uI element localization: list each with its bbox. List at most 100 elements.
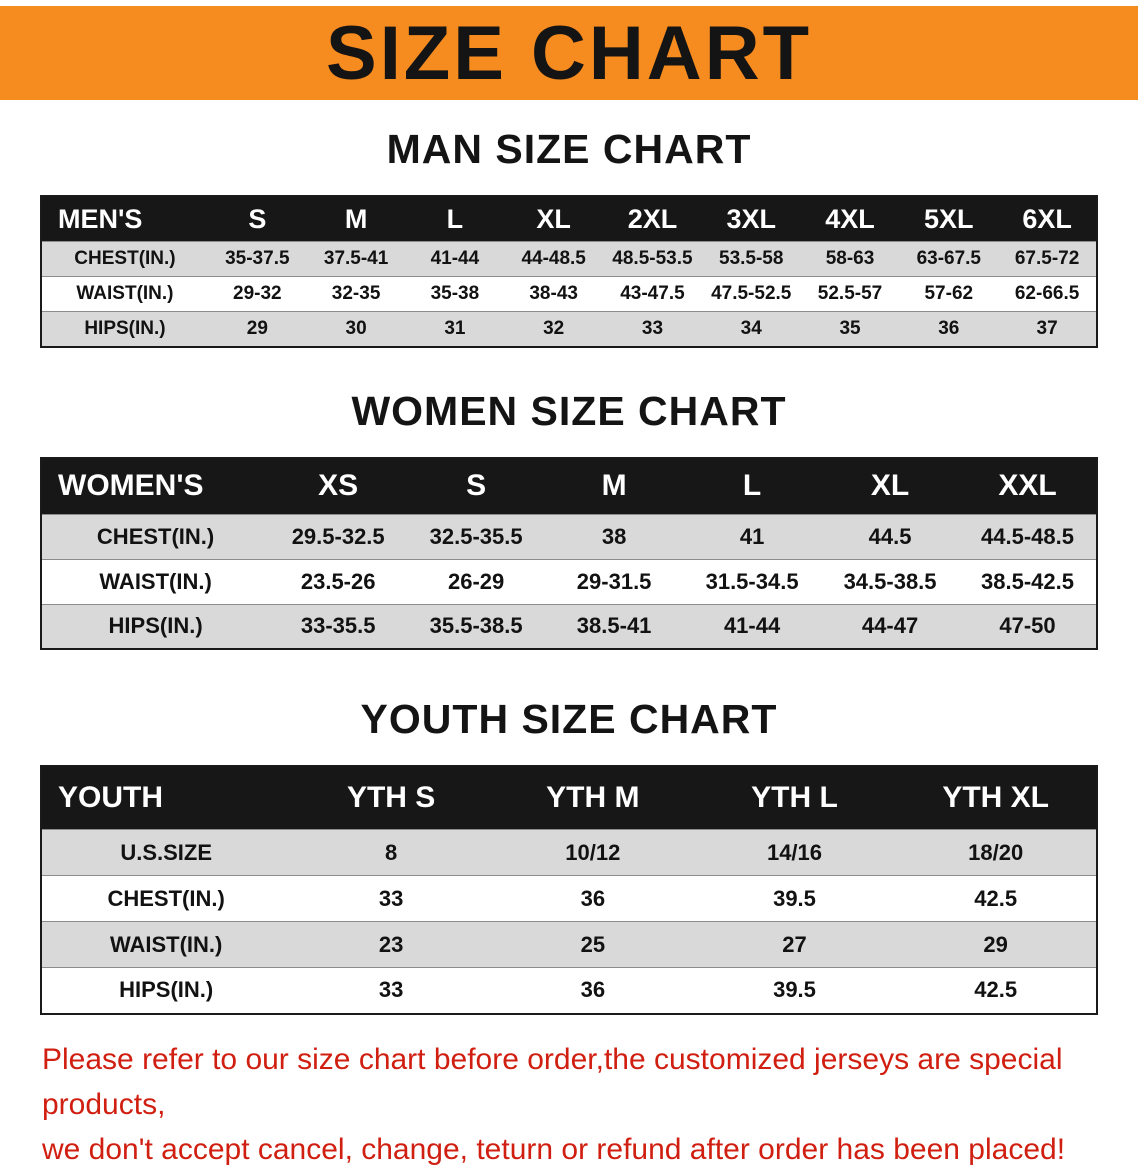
measurement-value: 35 <box>839 317 861 339</box>
measurement-label: CHEST(IN.) <box>107 885 225 911</box>
measurement-value: 36 <box>580 977 606 1003</box>
measurement-label: HIPS(IN.) <box>84 317 166 339</box>
size-column-header: YTH L <box>693 766 896 830</box>
measurement-label: U.S.SIZE <box>120 839 212 865</box>
measurement-value: 63-67.5 <box>916 248 982 269</box>
measurement-value: 47-50 <box>999 613 1056 639</box>
measurement-value: 37 <box>1036 317 1058 339</box>
measurement-value: 53.5-58 <box>719 248 784 269</box>
size-chart-page: SIZE CHART MAN SIZE CHART MEN'S S M L XL 2XL 3… <box>0 6 1138 1166</box>
measurement-value: 35-38 <box>430 283 480 304</box>
measurement-value: 38.5-42.5 <box>981 568 1074 594</box>
youth-section-heading: YOUTH SIZE CHART <box>360 696 778 742</box>
measurement-label: HIPS(IN.) <box>108 613 203 639</box>
measurement-value: 10/12 <box>565 839 621 865</box>
youth-size-table: YOUTH YTH S YTH M YTH L YTH XL U.S.SIZE 8 10/12… <box>40 765 1098 1015</box>
measurement-value: 33 <box>641 317 664 339</box>
measurement-value: 39.5 <box>773 885 816 911</box>
measurement-value: 23.5-26 <box>300 568 376 594</box>
women-size-table: WOMEN'S XS S M L XL XXL CHEST(IN.) 29.5-32.5 32.5… <box>40 456 1098 650</box>
measurement-row: HIPS(IN.) 29 30 31 32 33 34 35 36 37 <box>41 311 1097 347</box>
size-column-header: YTH XL <box>895 766 1097 830</box>
size-column-header: XXL <box>959 457 1097 514</box>
size-table-header-row: YOUTH YTH S YTH M YTH L YTH XL <box>41 766 1097 830</box>
size-column-header: XL <box>504 196 604 242</box>
measurement-value: 25 <box>580 931 606 957</box>
measurement-value: 33 <box>378 977 404 1003</box>
size-column-header: 4XL <box>800 196 900 242</box>
page-title: SIZE CHART <box>326 10 812 96</box>
measurement-row: WAIST(IN.) 23.5-26 26-29 29-31.5 31.5-34.5 34… <box>41 559 1097 604</box>
measurement-row: HIPS(IN.) 33 36 39.5 42.5 <box>41 967 1097 1014</box>
measurement-row: U.S.SIZE 8 10/12 14/16 18/20 <box>41 829 1097 876</box>
title-banner: SIZE CHART <box>0 6 1138 100</box>
disclaimer-line-2: we don't accept cancel, change, teturn o… <box>42 1132 1066 1166</box>
measurement-value: 29-31.5 <box>576 568 652 594</box>
size-column-header: YTH S <box>290 766 492 830</box>
size-column-header: S <box>207 196 307 242</box>
size-column-header: M <box>545 457 684 514</box>
measurement-value: 62-66.5 <box>1014 283 1080 304</box>
measurement-row: CHEST(IN.) 35-37.5 37.5-41 41-44 44-48.5 48.5… <box>41 241 1097 277</box>
measurement-value: 37.5-41 <box>323 248 389 269</box>
measurement-value: 27 <box>782 931 807 957</box>
table-title-cell: YOUTH <box>41 766 291 830</box>
measurement-value: 42.5 <box>974 885 1018 911</box>
measurement-row: CHEST(IN.) 33 36 39.5 42.5 <box>41 875 1097 922</box>
measurement-value: 29 <box>246 317 268 339</box>
measurement-value: 41 <box>739 523 765 549</box>
measurement-value: 35-37.5 <box>225 248 290 269</box>
size-column-header: S <box>407 457 546 514</box>
women-section-heading: WOMEN SIZE CHART <box>351 387 787 434</box>
measurement-value: 26-29 <box>448 568 505 594</box>
measurement-label: CHEST(IN.) <box>96 523 215 549</box>
size-column-header: XL <box>821 457 960 514</box>
women-size-section: WOMEN SIZE CHART WOMEN'S XS S M L XL XXL CHEST(… <box>0 387 1138 650</box>
measurement-value: 30 <box>345 317 367 339</box>
size-column-header: 6XL <box>998 196 1097 242</box>
men-size-table: MEN'S S M L XL 2XL 3XL 4XL 5XL 6XL CHEST(IN.) 35-37… <box>40 195 1098 348</box>
size-table-header-row: WOMEN'S XS S M L XL XXL <box>41 457 1097 514</box>
measurement-value: 44.5 <box>868 523 912 549</box>
measurement-value: 44-47 <box>861 613 919 639</box>
measurement-row: HIPS(IN.) 33-35.5 35.5-38.5 38.5-41 41-44 44-… <box>41 604 1097 649</box>
measurement-value: 52.5-57 <box>817 283 883 304</box>
measurement-value: 29-32 <box>233 283 282 304</box>
youth-size-section: YOUTH SIZE CHART YOUTH YTH S YTH M YTH L YTH… <box>0 696 1138 1015</box>
size-column-header: XS <box>269 457 408 514</box>
measurement-value: 38-43 <box>529 283 578 304</box>
size-column-header: YTH M <box>491 766 694 830</box>
measurement-value: 58-63 <box>825 248 875 269</box>
size-column-header: 2XL <box>603 196 702 242</box>
table-title-cell: MEN'S <box>41 196 208 242</box>
size-column-header: L <box>405 196 505 242</box>
men-section-heading: MAN SIZE CHART <box>386 126 752 172</box>
men-size-section: MAN SIZE CHART MEN'S S M L XL 2XL 3XL 4XL 5XL 6XL… <box>0 126 1138 348</box>
measurement-value: 41-44 <box>723 613 781 639</box>
size-column-header: M <box>306 196 406 242</box>
measurement-label: WAIST(IN.) <box>76 283 174 304</box>
measurement-value: 39.5 <box>773 977 816 1003</box>
disclaimer-line-1: Please refer to our size chart before or… <box>42 1042 1063 1121</box>
measurement-value: 48.5-53.5 <box>612 248 693 269</box>
measurement-value: 38.5-41 <box>576 613 652 639</box>
measurement-value: 29 <box>983 931 1008 957</box>
measurement-value: 34.5-38.5 <box>843 568 937 594</box>
measurement-value: 36 <box>580 885 606 911</box>
measurement-value: 31.5-34.5 <box>705 568 799 594</box>
measurement-value: 31 <box>444 317 466 339</box>
table-title-cell: WOMEN'S <box>41 457 270 514</box>
measurement-value: 38 <box>601 523 627 549</box>
measurement-value: 18/20 <box>968 839 1024 865</box>
measurement-label: HIPS(IN.) <box>119 977 214 1003</box>
measurement-value: 36 <box>938 317 960 339</box>
measurement-value: 32.5-35.5 <box>429 523 523 549</box>
measurement-value: 35.5-38.5 <box>429 613 523 639</box>
measurement-value: 23 <box>378 931 404 957</box>
measurement-value: 32-35 <box>331 283 381 304</box>
measurement-value: 32 <box>543 317 565 339</box>
measurement-value: 33 <box>378 885 404 911</box>
size-column-header: 5XL <box>899 196 999 242</box>
measurement-value: 42.5 <box>974 977 1018 1003</box>
measurement-value: 47.5-52.5 <box>711 283 792 304</box>
